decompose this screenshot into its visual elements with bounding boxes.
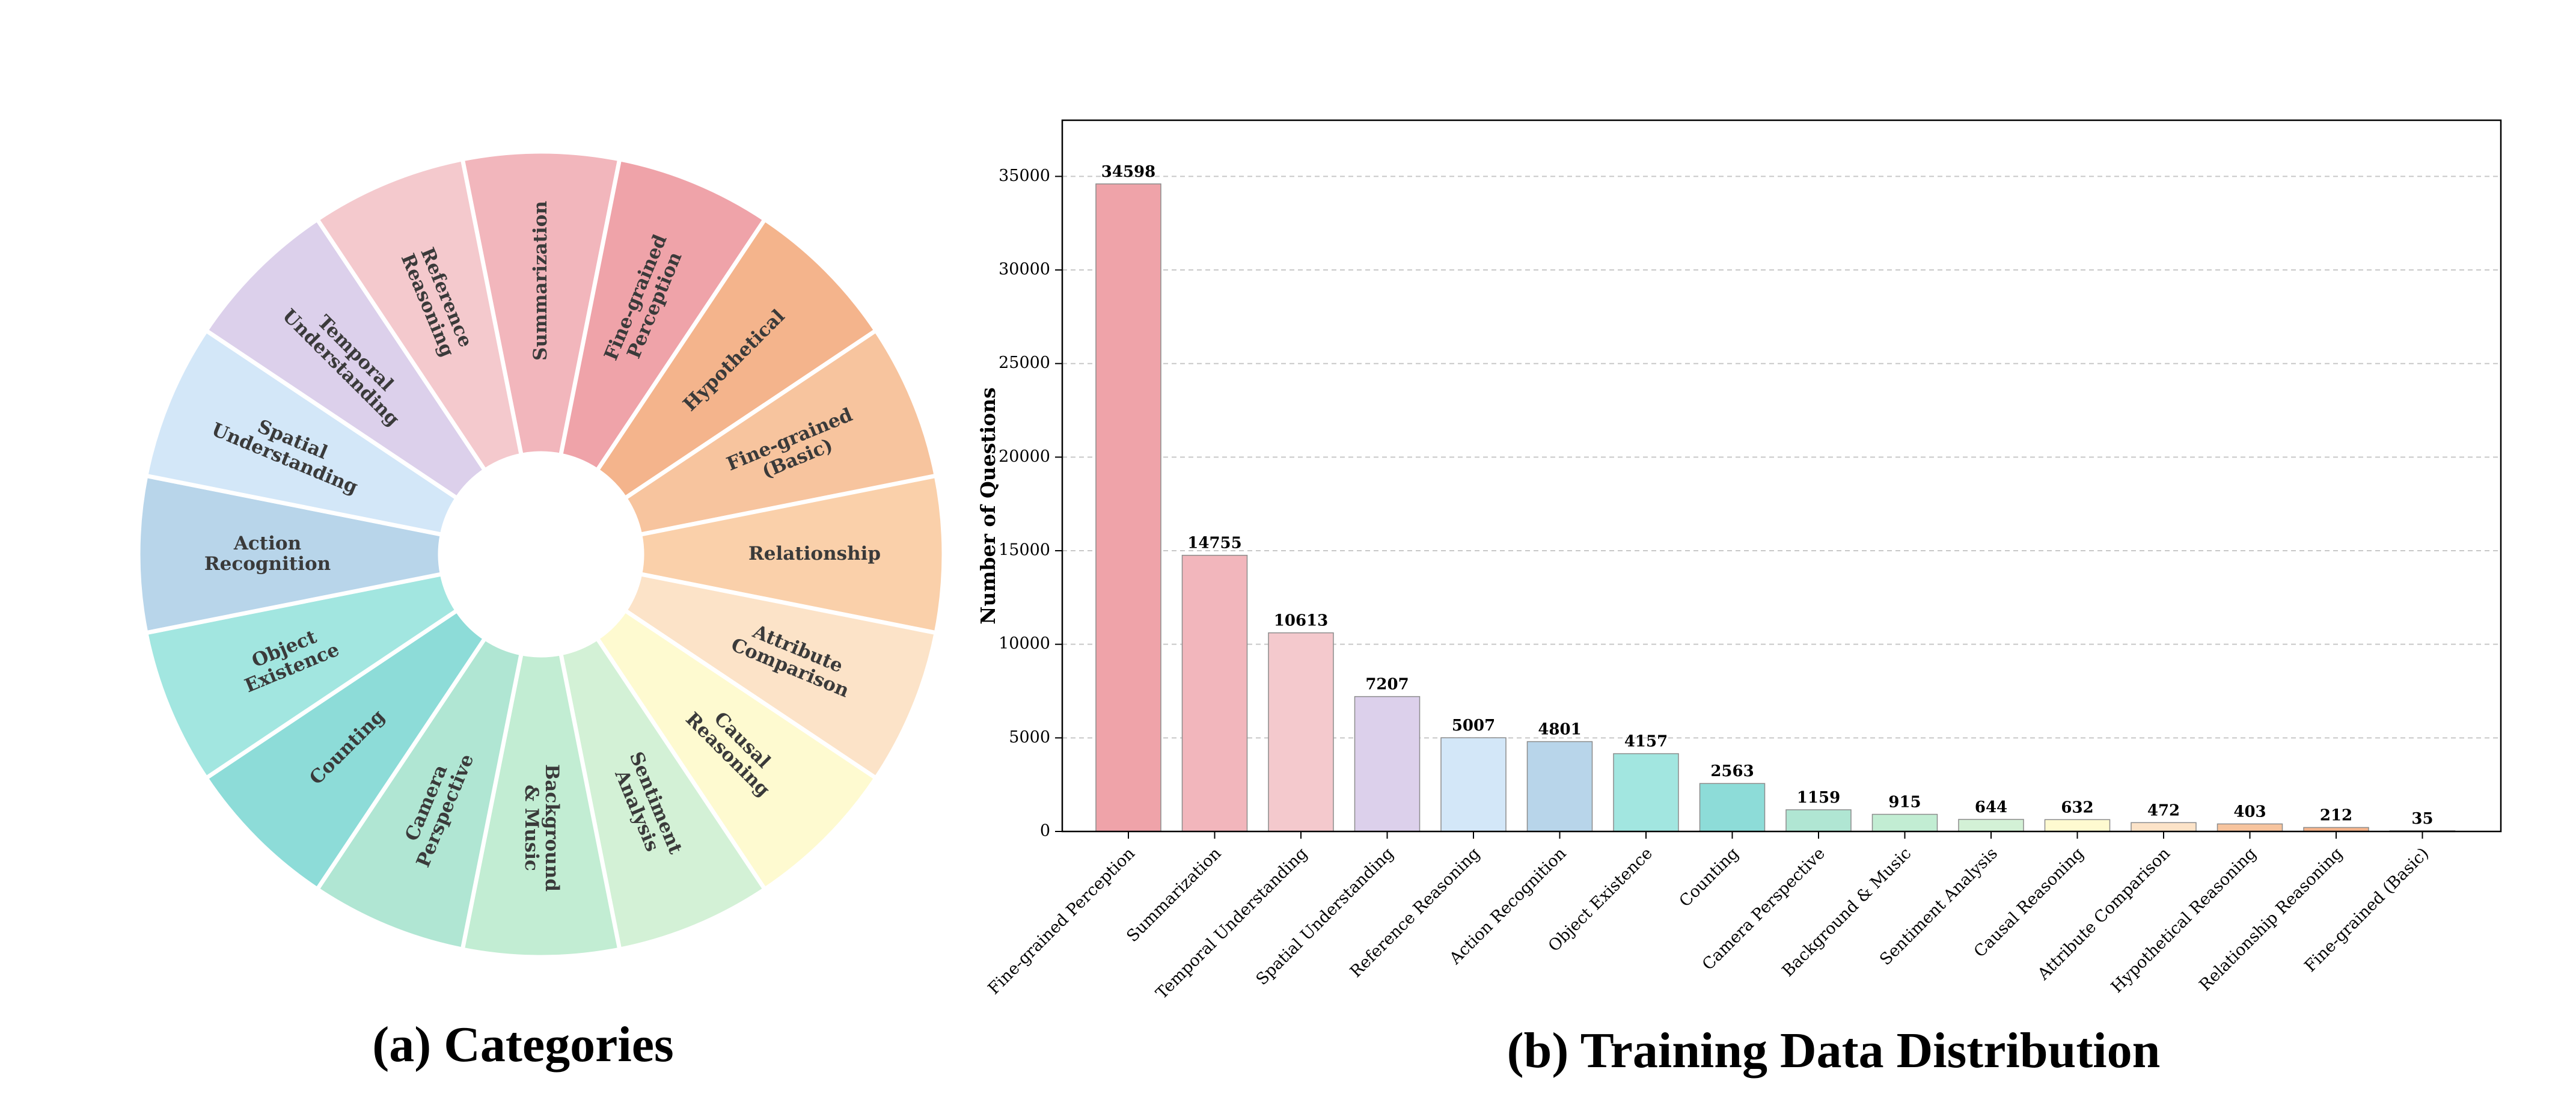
- bar-temporal-understanding: [1268, 632, 1334, 832]
- bar-camera-perspective: [1785, 809, 1852, 832]
- bar-value-counting: 2563: [1710, 762, 1754, 780]
- xtick-label-relationship-reasoning: Relationship Reasoning: [2196, 844, 2346, 994]
- bar-object-existence: [1613, 753, 1679, 832]
- ytick-label-5000: 5000: [1009, 728, 1050, 747]
- bar-action-recognition: [1526, 741, 1593, 832]
- bar-sentiment-analysis: [1958, 819, 2024, 832]
- ytick-label-15000: 15000: [999, 541, 1050, 560]
- donut-slice-temporal-understanding: [203, 216, 488, 501]
- donut-slice-spatial-understanding: [143, 327, 460, 537]
- bar-value-fine-grained-perception: 34598: [1101, 163, 1155, 181]
- caption-training-distribution: (b) Training Data Distribution: [1507, 1023, 2161, 1079]
- donut-slice-fine-grained-basic: [622, 327, 939, 537]
- bar-value-summarization: 14755: [1187, 534, 1241, 553]
- bar-value-relationship-reasoning: 212: [2320, 806, 2352, 824]
- donut-label-relationship: Relationship: [748, 543, 881, 565]
- xtick-label-temporal-understanding: Temporal Understanding: [1152, 844, 1311, 1003]
- donut-slice-sentiment-analysis: [558, 635, 768, 952]
- donut-slice-relationship: [637, 473, 946, 635]
- donut-label-background-and-music: Background& Music: [521, 764, 563, 892]
- donut-slice-summarization: [460, 149, 622, 458]
- bar-value-spatial-understanding: 7207: [1365, 676, 1409, 694]
- bar-value-background-and-music: 915: [1888, 794, 1921, 812]
- bar-value-fine-grained-basic: 35: [2411, 810, 2433, 828]
- training-distribution-bar-chart: 0 5000 10000 15000 20000 25000 30000 35000 34598…: [976, 119, 2502, 1003]
- xtick-label-summarization: Summarization: [1123, 844, 1225, 946]
- donut-slice-hypothetical: [594, 216, 879, 501]
- bar-value-temporal-understanding: 10613: [1274, 612, 1328, 630]
- bar-reference-reasoning: [1440, 737, 1507, 832]
- xtick-label-fine-grained-perception: Fine-grained Perception: [985, 844, 1139, 998]
- plot-frame: [1061, 119, 2502, 833]
- bar-hypothetical-reasoning: [2217, 823, 2283, 832]
- bar-spatial-understanding: [1354, 696, 1421, 832]
- bar-summarization: [1181, 554, 1248, 832]
- bar-value-causal-reasoning: 632: [2061, 798, 2093, 816]
- bar-value-hypothetical-reasoning: 403: [2233, 803, 2266, 821]
- bar-counting: [1699, 783, 1766, 832]
- caption-categories: (a) Categories: [372, 1017, 673, 1073]
- donut-label-summarization: Summarization: [530, 201, 551, 361]
- bar-value-sentiment-analysis: 644: [1975, 798, 2007, 816]
- bar-value-object-existence: 4157: [1624, 733, 1668, 751]
- bar-value-action-recognition: 4801: [1538, 721, 1581, 739]
- bar-background-and-music: [1871, 813, 1938, 832]
- donut-slice-reference-reasoning: [314, 156, 524, 474]
- xtick-label-counting: Counting: [1676, 844, 1743, 911]
- ytick-label-10000: 10000: [999, 634, 1050, 653]
- y-axis-title: Number of Questions: [976, 387, 1000, 624]
- donut-slice-causal-reasoning: [594, 607, 879, 892]
- bar-causal-reasoning: [2044, 819, 2111, 832]
- ytick-label-30000: 30000: [999, 260, 1050, 279]
- bar-value-camera-perspective: 1159: [1797, 789, 1840, 807]
- donut-slice-action-recognition: [136, 473, 445, 635]
- donut-slice-counting: [203, 607, 488, 892]
- donut-slice-attribute-comparison: [622, 571, 939, 782]
- bar-value-reference-reasoning: 5007: [1452, 717, 1495, 735]
- categories-donut-chart: Summarization Fine-grainedPerceptionHypot…: [136, 149, 946, 960]
- donut-slice-object-existence: [143, 571, 460, 782]
- donut-label-action-recognition: Action Recognition: [204, 533, 331, 575]
- ytick-label-35000: 35000: [999, 167, 1050, 185]
- ytick-label-25000: 25000: [999, 354, 1050, 372]
- bar-fine-grained-perception: [1095, 183, 1161, 832]
- xtick-label-spatial-understanding: Spatial Understanding: [1252, 844, 1397, 989]
- donut-slice-background-and-music: [460, 650, 622, 960]
- bar-value-attribute-comparison: 472: [2147, 801, 2180, 819]
- xtick-label-hypothetical-reasoning: Hypothetical Reasoning: [2108, 844, 2260, 997]
- ytick-label-20000: 20000: [999, 447, 1050, 466]
- donut-slice-camera-perspective: [314, 635, 524, 952]
- donut-slice-fine-grained-perception: [558, 156, 768, 474]
- ytick-label-0: 0: [1040, 822, 1050, 840]
- bar-attribute-comparison: [2131, 822, 2197, 832]
